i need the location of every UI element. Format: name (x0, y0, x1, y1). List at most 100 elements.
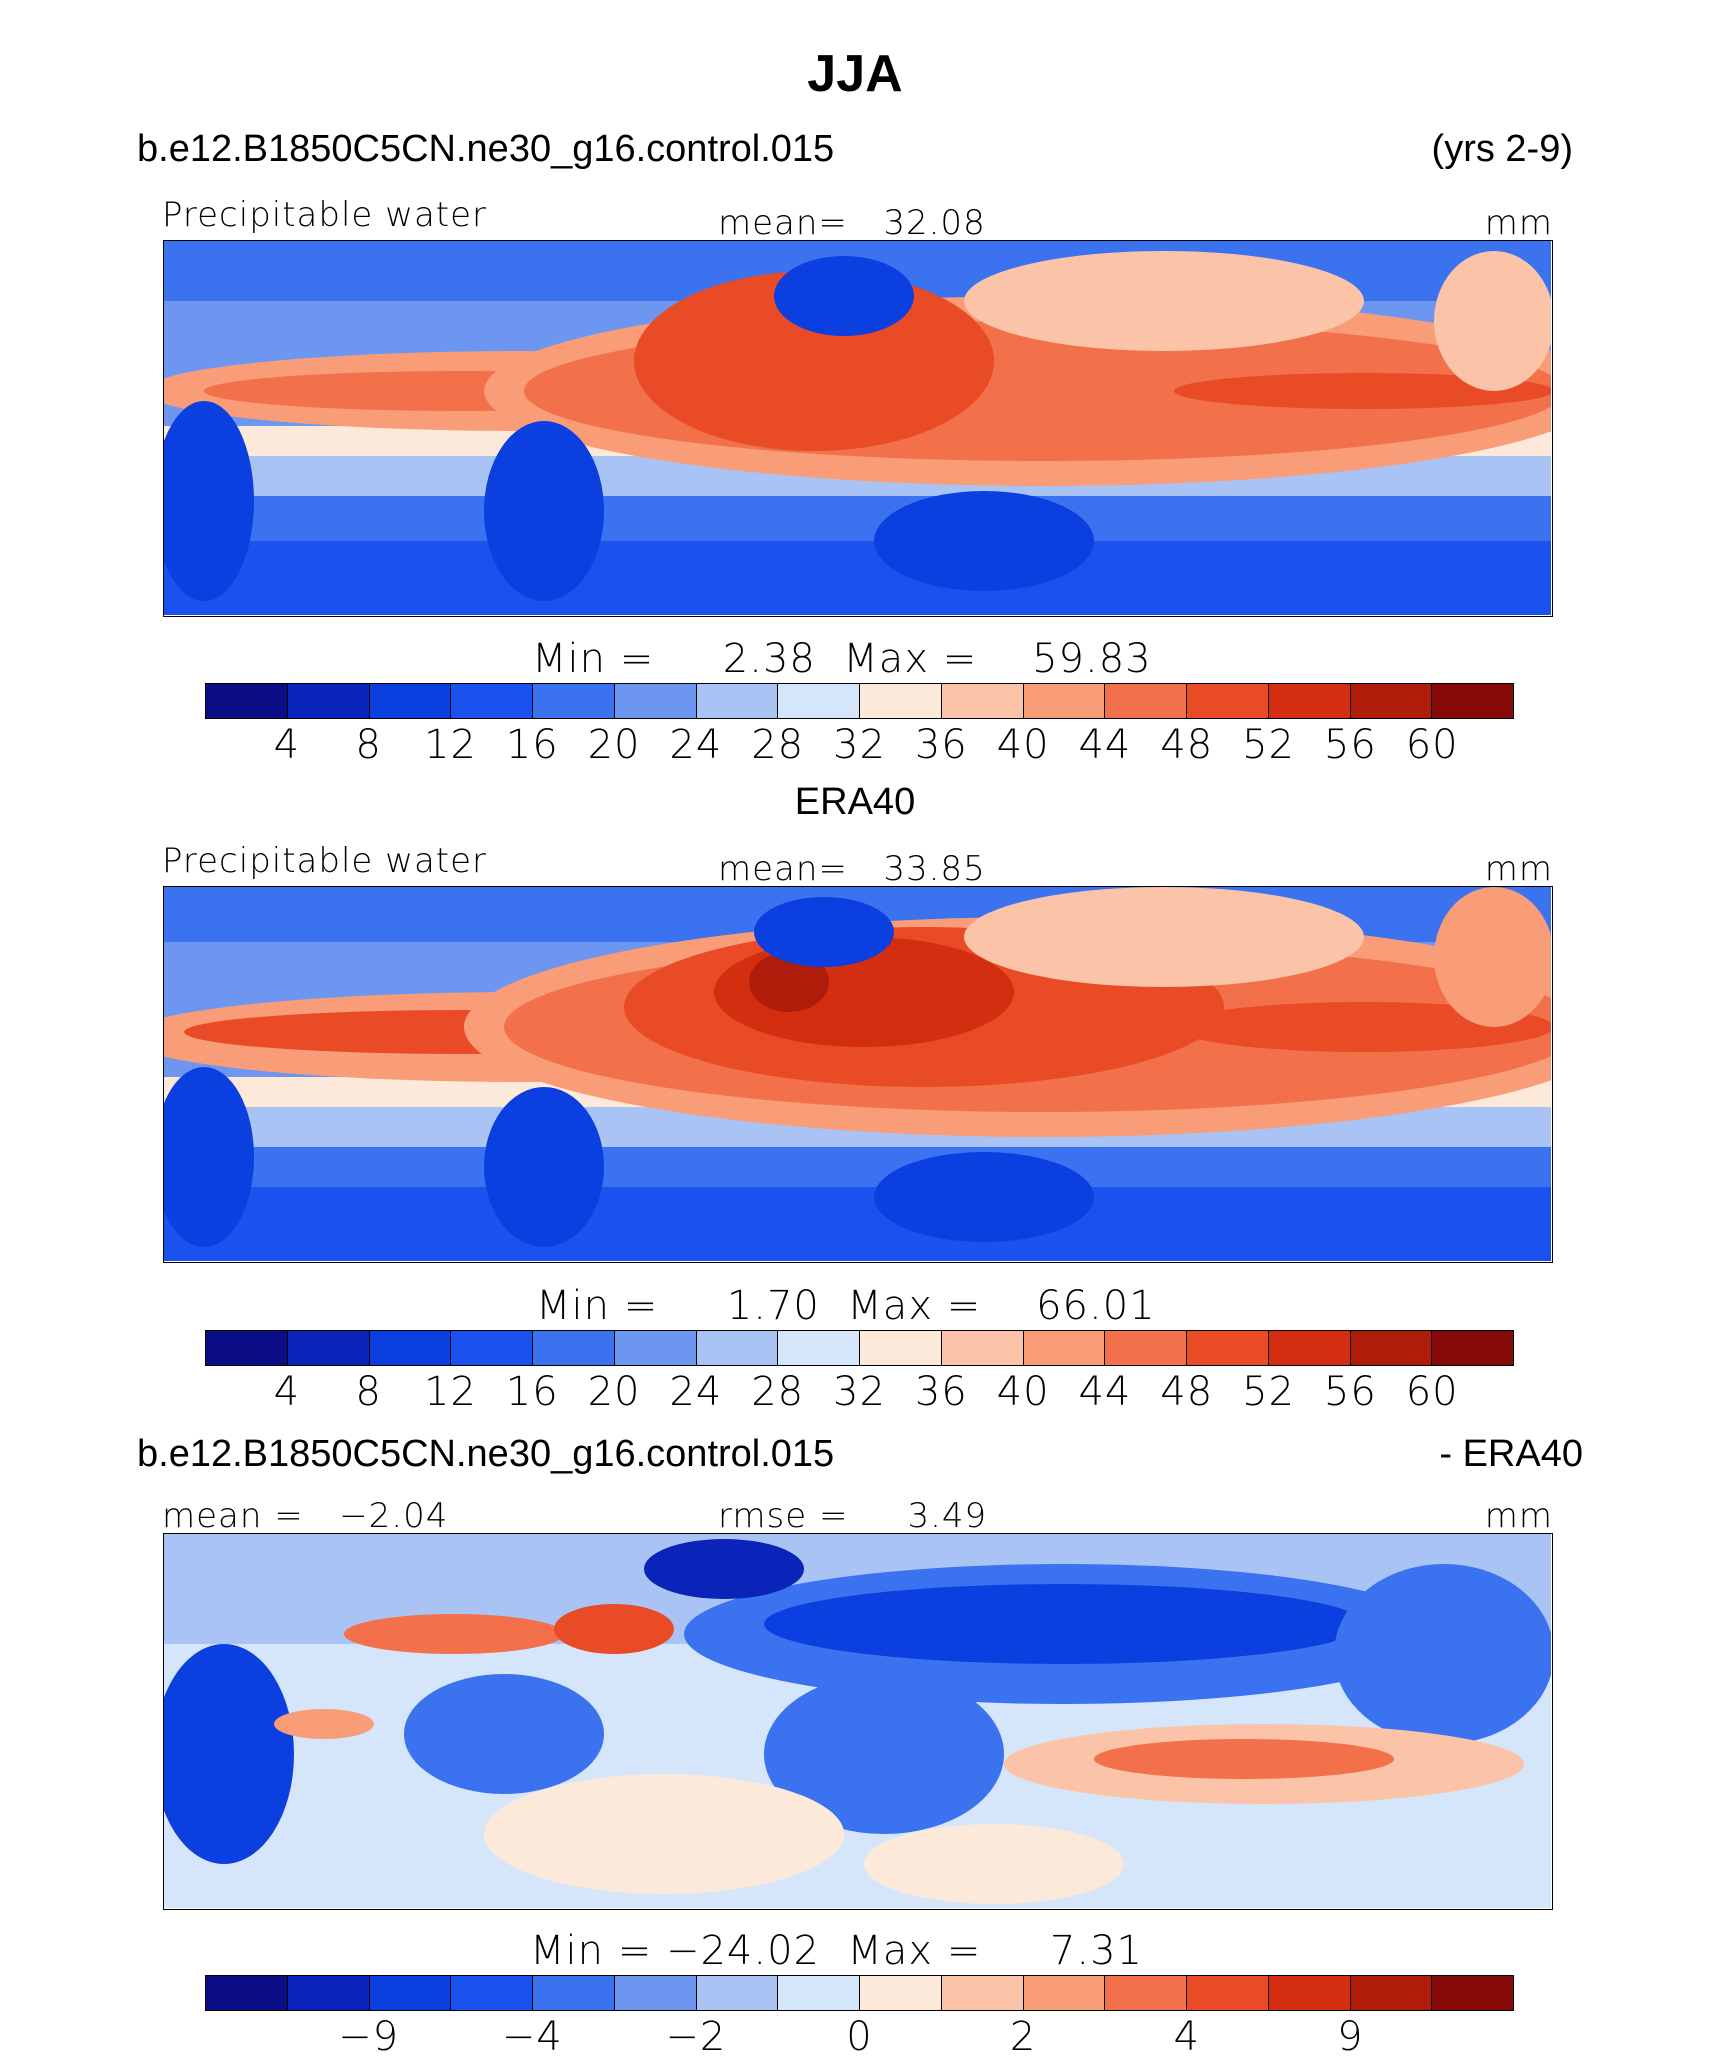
panel1-case-name: b.e12.B1850C5CN.ne30_g16.control.015 (137, 128, 835, 170)
colorbar-swatch (451, 684, 533, 718)
colorbar-tick-label: 60 (1405, 722, 1459, 768)
colorbar-tick-label: 24 (669, 722, 723, 768)
colorbar-tick-label: 32 (833, 1369, 886, 1415)
colorbar-tick-label: 52 (1242, 722, 1296, 768)
colorbar-swatch (1432, 1976, 1513, 2010)
colorbar-swatch (1432, 1331, 1513, 1365)
colorbar-swatch (1187, 684, 1269, 718)
panel1-map (163, 240, 1553, 617)
colorbar-tick-label: 56 (1323, 722, 1377, 768)
colorbar-swatch (614, 1976, 697, 2010)
colorbar-swatch (860, 1331, 942, 1365)
colorbar-tick-label: 28 (751, 1369, 805, 1415)
panel2-max-value: 66.01 (1036, 1283, 1156, 1329)
colorbar-swatch (778, 1976, 860, 2010)
panel3-mean-label: mean = −2.04 (162, 1496, 449, 1536)
colorbar-swatch (206, 684, 288, 718)
colorbar-tick-label: 4 (273, 722, 301, 768)
colorbar-tick-label: 44 (1078, 722, 1132, 768)
colorbar-swatch (941, 684, 1024, 718)
colorbar-swatch (696, 1976, 779, 2010)
colorbar-tick-label: 4 (1173, 2014, 1200, 2060)
colorbar-tick-label: 9 (1337, 2014, 1364, 2060)
colorbar-tick-label: 8 (355, 722, 382, 768)
colorbar-swatch (1105, 1331, 1187, 1365)
colorbar-swatch (1105, 684, 1187, 718)
colorbar-swatch (1023, 1976, 1106, 2010)
colorbar-swatch (287, 1976, 370, 2010)
colorbar-swatch (451, 1976, 533, 2010)
colorbar-swatch (1350, 1976, 1433, 2010)
colorbar-tick-label: 44 (1078, 1369, 1132, 1415)
colorbar-swatch (696, 1331, 779, 1365)
colorbar-swatch (533, 684, 615, 718)
colorbar-tick-label: 40 (996, 722, 1050, 768)
colorbar-tick-label: 36 (914, 722, 968, 768)
colorbar-tick-label: 32 (833, 722, 886, 768)
panel3-rmse-label: rmse = 3.49 (718, 1496, 988, 1536)
colorbar-swatch (206, 1331, 288, 1365)
colorbar-tick-label: −9 (338, 2014, 400, 2060)
colorbar-swatch (1432, 684, 1513, 718)
colorbar-swatch (614, 1331, 697, 1365)
colorbar-swatch (941, 1976, 1024, 2010)
colorbar-swatch (1187, 1976, 1269, 2010)
colorbar-tick-label: 48 (1160, 722, 1214, 768)
panel2-variable-label: Precipitable water (162, 841, 488, 881)
panel2-map (163, 886, 1553, 1263)
colorbar-tick-label: 60 (1405, 1369, 1459, 1415)
panel3-diff-label: - ERA40 (1439, 1433, 1583, 1475)
panel3-colorbar (205, 1975, 1514, 2011)
colorbar-swatch (696, 684, 779, 718)
colorbar-swatch (451, 1331, 533, 1365)
colorbar-swatch (778, 1331, 860, 1365)
colorbar-tick-label: 20 (587, 722, 641, 768)
colorbar-tick-label: 2 (1009, 2014, 1037, 2060)
colorbar-swatch (369, 1976, 452, 2010)
panel1-units: mm (1484, 203, 1553, 243)
panel1-variable-label: Precipitable water (162, 195, 488, 235)
panel2-units: mm (1484, 849, 1553, 889)
colorbar-swatch (369, 1331, 452, 1365)
panel3-mean-value: −2.04 (339, 1496, 449, 1536)
panel3-max-value: 7.31 (1049, 1928, 1143, 1974)
colorbar-tick-label: −2 (665, 2014, 727, 2060)
panel3-case-name: b.e12.B1850C5CN.ne30_g16.control.015 (137, 1433, 835, 1475)
panel1-mean-value: 32.08 (883, 203, 986, 243)
colorbar-swatch (287, 684, 370, 718)
colorbar-swatch (1268, 1976, 1351, 2010)
panel2-mean-value: 33.85 (883, 849, 986, 889)
panel1-minmax: Min = 2.38 Max = 59.83 (532, 636, 1152, 682)
panel3-rmse-value: 3.49 (907, 1496, 988, 1536)
colorbar-tick-label: 40 (996, 1369, 1050, 1415)
colorbar-swatch (1105, 1976, 1187, 2010)
panel2-mean-label: mean= 33.85 (718, 849, 986, 889)
panel3-units: mm (1484, 1496, 1553, 1536)
colorbar-swatch (1268, 684, 1351, 718)
colorbar-tick-label: 24 (669, 1369, 723, 1415)
panel2-colorbar (205, 1330, 1514, 1366)
panel3-minmax: Min = −24.02 Max = 7.31 (530, 1928, 1143, 1974)
colorbar-tick-label: 28 (751, 722, 805, 768)
colorbar-tick-label: 4 (273, 1369, 301, 1415)
colorbar-tick-label: 12 (423, 722, 477, 768)
panel1-colorbar (205, 683, 1514, 719)
colorbar-swatch (287, 1331, 370, 1365)
colorbar-swatch (778, 684, 860, 718)
panel1-min-value: 2.38 (722, 636, 816, 682)
colorbar-tick-label: −4 (501, 2014, 563, 2060)
colorbar-tick-label: 16 (505, 1369, 559, 1415)
colorbar-swatch (206, 1976, 288, 2010)
panel2-case-name: ERA40 (794, 781, 916, 823)
colorbar-tick-label: 52 (1242, 1369, 1296, 1415)
panel3-colorbar-ticks: −9 −4 −2 0 2 4 9 (205, 2014, 1514, 2064)
colorbar-tick-label: 56 (1323, 1369, 1377, 1415)
colorbar-swatch (533, 1331, 615, 1365)
panel2-minmax: Min = 1.70 Max = 66.01 (536, 1283, 1156, 1329)
panel2-field (164, 887, 1551, 1261)
colorbar-tick-label: 48 (1160, 1369, 1214, 1415)
colorbar-swatch (533, 1976, 615, 2010)
panel3-field (164, 1534, 1551, 1908)
panel3-min-value: −24.02 (665, 1928, 820, 1974)
panel1-field (164, 241, 1551, 615)
